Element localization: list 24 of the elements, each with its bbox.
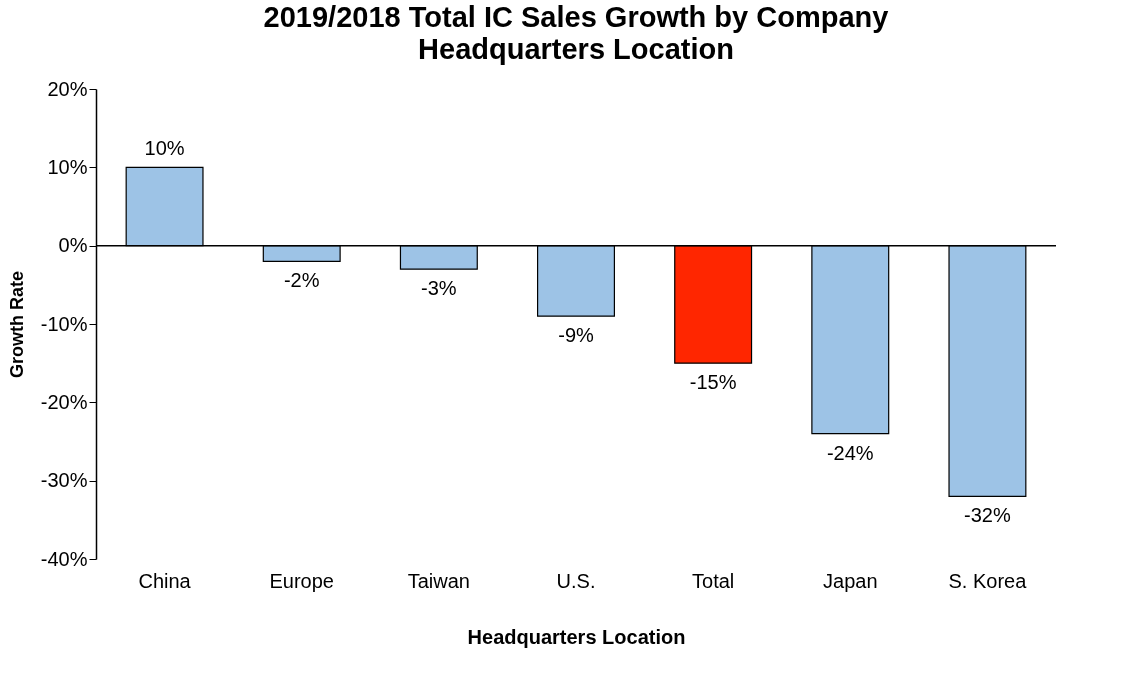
y-tick-label: 10% xyxy=(47,155,88,178)
data-label: -2% xyxy=(283,269,320,292)
y-tick-label: -10% xyxy=(40,312,88,335)
x-tick-label: U.S. xyxy=(556,569,596,592)
y-axis-title: Growth Rate xyxy=(6,270,27,379)
y-tick-label: 0% xyxy=(58,234,88,257)
y-tick-label: -30% xyxy=(40,469,88,492)
x-tick-label: Europe xyxy=(269,569,334,592)
data-label: -24% xyxy=(826,441,874,464)
data-label: 10% xyxy=(144,137,185,160)
y-tick-label: -40% xyxy=(40,547,88,570)
data-label: -32% xyxy=(964,504,1011,527)
x-tick-label: China xyxy=(138,569,192,592)
x-tick-label: S. Korea xyxy=(948,569,1028,592)
x-axis-title: Headquarters Location xyxy=(467,625,686,648)
chart-title: 2019/2018 Total IC Sales Growth by Company Headquarters Location xyxy=(263,1,889,65)
data-label: -9% xyxy=(558,324,594,347)
data-label: -3% xyxy=(421,277,457,300)
y-tick-label: 20% xyxy=(47,77,88,100)
x-tick-label: Taiwan xyxy=(407,569,470,592)
y-tick-label: -20% xyxy=(40,390,88,413)
data-label: -15% xyxy=(689,371,737,394)
x-tick-label: Total xyxy=(692,569,735,592)
x-tick-label: Japan xyxy=(823,569,878,592)
